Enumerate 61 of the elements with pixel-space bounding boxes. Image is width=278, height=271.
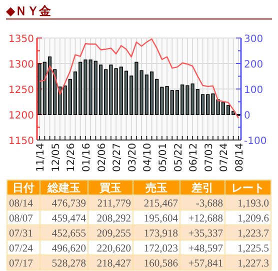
x-tick-label: 12/26 xyxy=(66,143,78,172)
x-tick-label: 05/01 xyxy=(158,143,169,172)
text: 195,604 xyxy=(144,214,179,224)
text: +57,841 xyxy=(188,258,223,270)
text: 07/17 xyxy=(9,258,33,270)
y2-tick-label: -100 xyxy=(244,136,267,147)
text: 07/31 xyxy=(9,228,33,240)
y2-tick-label: 300 xyxy=(244,34,264,45)
x-tick-label: 07/24 xyxy=(219,143,230,172)
x-tick-label: 04/10 xyxy=(142,143,154,172)
text: 218,427 xyxy=(96,258,131,270)
x-tick-label: 08/14 xyxy=(234,143,246,172)
x-tick-label: 03/20 xyxy=(127,143,138,172)
text: -3,688 xyxy=(196,198,223,210)
text: 総建玉 xyxy=(46,182,80,194)
x-tick-label: 07/03 xyxy=(204,143,215,172)
text: 買玉 xyxy=(98,182,122,194)
text: 1,223.7 xyxy=(238,228,269,240)
y-tick-label: 1250 xyxy=(8,85,34,96)
text: 459,474 xyxy=(52,214,87,224)
text: 日付 xyxy=(12,182,34,194)
text: 08/14 xyxy=(9,198,34,210)
chart-title: ◆ＮＹ金 xyxy=(6,4,52,18)
x-tick-label: 12/05 xyxy=(50,143,62,172)
text: 211,779 xyxy=(97,198,131,210)
text: +48,597 xyxy=(188,244,223,254)
text: 476,739 xyxy=(52,198,86,210)
x-tick-label: 11/14 xyxy=(36,143,47,172)
text: 160,586 xyxy=(144,258,178,270)
text: レート xyxy=(232,182,264,194)
y2-tick-label: 100 xyxy=(244,85,264,96)
y2-tick-label: 0 xyxy=(244,110,250,122)
text: 452,655 xyxy=(52,228,86,240)
x-tick-label: 05/22 xyxy=(173,143,184,172)
text: +12,688 xyxy=(188,214,223,224)
x-tick-label: 02/06 xyxy=(96,143,108,172)
x-tick-label: 01/16 xyxy=(81,143,92,172)
text: 528,278 xyxy=(52,258,86,270)
text: 08/07 xyxy=(9,214,33,224)
text: 07/24 xyxy=(9,244,34,254)
text: 1,209.6 xyxy=(238,214,269,224)
text: 173,918 xyxy=(144,228,178,240)
text: 215,467 xyxy=(144,198,178,210)
x-tick-label: 06/12 xyxy=(188,143,200,172)
y-tick-label: 1200 xyxy=(8,110,34,122)
text: 差引 xyxy=(190,182,214,194)
y-tick-label: 1300 xyxy=(8,60,34,70)
y-tick-label: 1150 xyxy=(8,136,34,147)
text: 1,193.0 xyxy=(238,198,269,210)
text: 220,620 xyxy=(96,244,131,254)
text: 172,023 xyxy=(144,244,178,254)
y-tick-label: 1350 xyxy=(8,34,34,45)
text: 209,255 xyxy=(96,228,131,240)
text: 1,225.5 xyxy=(238,244,269,254)
y2-tick-label: 200 xyxy=(244,60,264,70)
text: 売玉 xyxy=(146,182,168,194)
text: +35,337 xyxy=(188,228,223,240)
x-tick-label: 02/27 xyxy=(112,143,124,172)
text: 1,227.3 xyxy=(238,258,269,270)
text: 496,620 xyxy=(52,244,86,254)
text: 208,292 xyxy=(96,214,131,224)
